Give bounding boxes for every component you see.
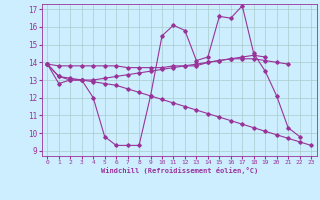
X-axis label: Windchill (Refroidissement éolien,°C): Windchill (Refroidissement éolien,°C)	[100, 167, 258, 174]
